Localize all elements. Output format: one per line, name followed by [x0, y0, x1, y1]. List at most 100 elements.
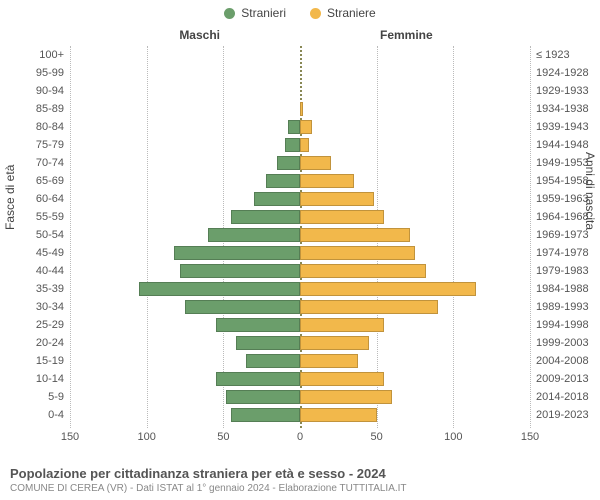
bar-female: [300, 264, 426, 278]
bar-female: [300, 156, 331, 170]
age-row: 80-841939-1943: [70, 118, 530, 136]
birth-year-label: 1924-1928: [530, 64, 589, 82]
bar-female: [300, 120, 312, 134]
age-row: 0-42019-2023: [70, 406, 530, 424]
x-tick-label: 150: [61, 428, 79, 443]
bar-male: [236, 336, 300, 350]
bar-female: [300, 408, 377, 422]
chart-footer: Popolazione per cittadinanza straniera p…: [10, 466, 407, 494]
age-row: 5-92014-2018: [70, 388, 530, 406]
birth-year-label: ≤ 1923: [530, 46, 570, 64]
age-label: 5-9: [48, 388, 70, 406]
age-label: 70-74: [36, 154, 70, 172]
age-label: 20-24: [36, 334, 70, 352]
bar-female: [300, 372, 384, 386]
legend: Stranieri Straniere: [0, 0, 600, 20]
birth-year-label: 1954-1958: [530, 172, 589, 190]
bar-male: [216, 318, 300, 332]
age-label: 65-69: [36, 172, 70, 190]
birth-year-label: 1944-1948: [530, 136, 589, 154]
birth-year-label: 2004-2008: [530, 352, 589, 370]
age-label: 55-59: [36, 208, 70, 226]
birth-year-label: 1984-1988: [530, 280, 589, 298]
bar-male: [185, 300, 300, 314]
age-label: 0-4: [48, 406, 70, 424]
birth-year-label: 1999-2003: [530, 334, 589, 352]
age-label: 35-39: [36, 280, 70, 298]
age-row: 90-941929-1933: [70, 82, 530, 100]
birth-year-label: 1939-1943: [530, 118, 589, 136]
x-tick-label: 0: [297, 428, 303, 443]
x-tick-label: 150: [521, 428, 539, 443]
legend-swatch-male: [224, 8, 235, 19]
age-label: 30-34: [36, 298, 70, 316]
age-row: 85-891934-1938: [70, 100, 530, 118]
age-label: 85-89: [36, 100, 70, 118]
bar-male: [231, 408, 300, 422]
age-row: 20-241999-2003: [70, 334, 530, 352]
age-row: 60-641959-1963: [70, 190, 530, 208]
column-header-male: Maschi: [179, 28, 300, 42]
legend-swatch-female: [310, 8, 321, 19]
bar-male: [180, 264, 300, 278]
birth-year-label: 1934-1938: [530, 100, 589, 118]
age-row: 55-591964-1968: [70, 208, 530, 226]
age-label: 25-29: [36, 316, 70, 334]
bar-female: [300, 102, 303, 116]
birth-year-label: 1979-1983: [530, 262, 589, 280]
x-tick-label: 50: [217, 428, 229, 443]
bar-male: [226, 390, 300, 404]
birth-year-label: 1974-1978: [530, 244, 589, 262]
legend-item-female: Straniere: [310, 6, 376, 20]
chart-subtitle: COMUNE DI CEREA (VR) - Dati ISTAT al 1° …: [10, 481, 407, 494]
legend-item-male: Stranieri: [224, 6, 286, 20]
age-row: 75-791944-1948: [70, 136, 530, 154]
age-label: 80-84: [36, 118, 70, 136]
bar-female: [300, 318, 384, 332]
age-row: 25-291994-1998: [70, 316, 530, 334]
bar-female: [300, 354, 358, 368]
age-row: 65-691954-1958: [70, 172, 530, 190]
birth-year-label: 1959-1963: [530, 190, 589, 208]
age-label: 75-79: [36, 136, 70, 154]
age-row: 35-391984-1988: [70, 280, 530, 298]
chart-title: Popolazione per cittadinanza straniera p…: [10, 466, 407, 481]
x-tick-label: 100: [137, 428, 155, 443]
age-row: 70-741949-1953: [70, 154, 530, 172]
age-row: 10-142009-2013: [70, 370, 530, 388]
bar-male: [266, 174, 300, 188]
age-label: 15-19: [36, 352, 70, 370]
legend-label-male: Stranieri: [241, 6, 286, 20]
age-label: 45-49: [36, 244, 70, 262]
bar-female: [300, 282, 476, 296]
bar-female: [300, 300, 438, 314]
bar-male: [216, 372, 300, 386]
bar-female: [300, 228, 410, 242]
y-axis-left-title: Fasce di età: [3, 165, 17, 230]
age-row: 50-541969-1973: [70, 226, 530, 244]
bar-female: [300, 174, 354, 188]
legend-label-female: Straniere: [327, 6, 376, 20]
age-label: 60-64: [36, 190, 70, 208]
bar-male: [231, 210, 300, 224]
age-label: 90-94: [36, 82, 70, 100]
age-row: 100+≤ 1923: [70, 46, 530, 64]
birth-year-label: 1969-1973: [530, 226, 589, 244]
column-header-female: Femmine: [300, 28, 433, 42]
bar-male: [277, 156, 300, 170]
birth-year-label: 2009-2013: [530, 370, 589, 388]
pyramid-chart: Maschi Femmine 15010050050100150100+≤ 19…: [70, 28, 530, 448]
bar-female: [300, 246, 415, 260]
bar-female: [300, 192, 374, 206]
age-row: 95-991924-1928: [70, 64, 530, 82]
age-label: 40-44: [36, 262, 70, 280]
bar-female: [300, 390, 392, 404]
age-row: 40-441979-1983: [70, 262, 530, 280]
bar-female: [300, 210, 384, 224]
age-label: 50-54: [36, 226, 70, 244]
age-row: 45-491974-1978: [70, 244, 530, 262]
birth-year-label: 1929-1933: [530, 82, 589, 100]
bar-male: [246, 354, 300, 368]
age-label: 10-14: [36, 370, 70, 388]
birth-year-label: 1994-1998: [530, 316, 589, 334]
